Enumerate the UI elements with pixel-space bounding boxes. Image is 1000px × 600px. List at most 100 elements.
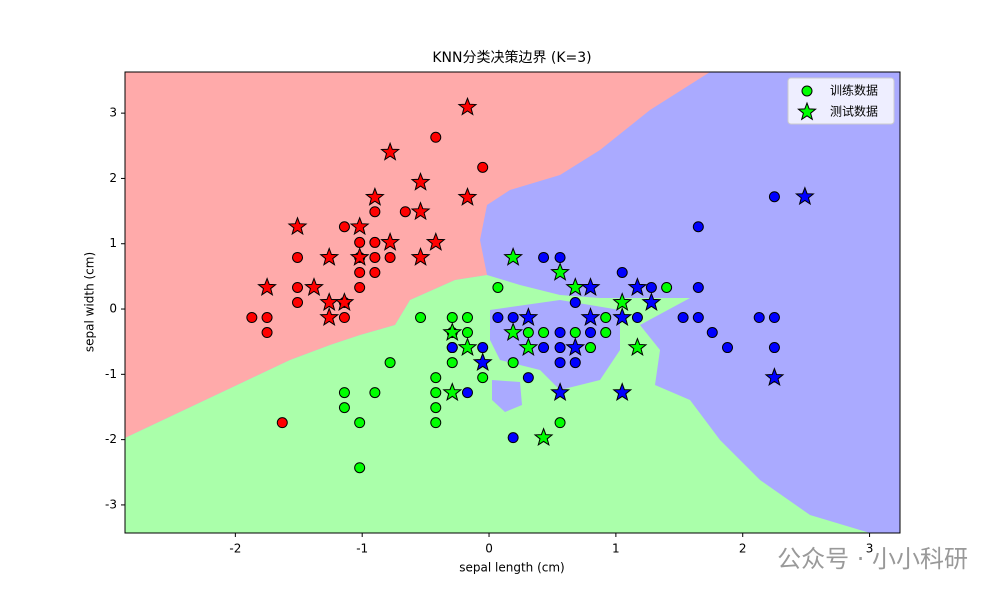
- circle-point: [430, 131, 442, 143]
- star-point: [518, 307, 539, 326]
- circle-point: [569, 357, 581, 369]
- circle-point: [768, 342, 780, 354]
- circle-point: [616, 266, 628, 278]
- circle-point: [600, 312, 612, 324]
- chart-title: KNN分类决策边界 (K=3): [432, 49, 591, 66]
- x-tick-label: 2: [739, 542, 747, 556]
- star-point: [580, 277, 601, 296]
- legend-marker: [797, 101, 817, 121]
- circle-point: [554, 327, 566, 339]
- circle-point: [338, 312, 350, 324]
- circle-point: [369, 251, 381, 263]
- circle-point: [522, 372, 534, 384]
- circle-point: [369, 387, 381, 399]
- circle-point: [554, 342, 566, 354]
- x-tick-label: 0: [485, 542, 493, 556]
- circle-point: [338, 387, 350, 399]
- legend-label: 训练数据: [830, 83, 878, 98]
- x-tick-label: 1: [612, 542, 620, 556]
- star-point: [334, 292, 355, 311]
- circle-point: [369, 266, 381, 278]
- circle-point: [554, 417, 566, 429]
- y-axis-label: sepal width (cm): [83, 252, 97, 352]
- region-blue-patch: [492, 380, 522, 412]
- watermark: 公众号 · 小小科研: [777, 545, 968, 573]
- star-point: [627, 337, 648, 356]
- circle-point: [477, 161, 489, 173]
- y-tick-label: -3: [105, 497, 117, 511]
- circle-point: [338, 221, 350, 233]
- circle-point: [507, 432, 519, 444]
- star-point: [442, 322, 463, 341]
- star-point: [457, 96, 478, 116]
- circle-point: [446, 342, 458, 354]
- circle-point: [446, 312, 458, 324]
- circle-point: [706, 327, 718, 339]
- x-axis-label: sepal length (cm): [459, 561, 564, 575]
- star-point: [503, 246, 524, 266]
- y-tick-label: 3: [109, 106, 117, 120]
- legend-box: [787, 77, 895, 125]
- circle-point: [538, 342, 550, 354]
- circle-point: [721, 342, 733, 354]
- x-tick-label: -2: [229, 542, 241, 556]
- star-point: [457, 337, 478, 356]
- star-point: [565, 337, 586, 356]
- circle-point: [354, 236, 366, 248]
- circle-point: [369, 206, 381, 218]
- star-point: [410, 171, 431, 191]
- star-point: [304, 277, 324, 296]
- circle-point: [585, 327, 597, 339]
- star-point: [349, 216, 370, 236]
- plot-frame: [124, 71, 901, 534]
- star-point: [349, 246, 370, 266]
- star-point: [550, 382, 570, 402]
- circle-point: [631, 312, 643, 324]
- circle-point: [692, 221, 704, 233]
- star-point: [503, 322, 524, 341]
- circle-point: [538, 327, 550, 339]
- circle-point: [522, 327, 534, 339]
- circle-point: [538, 251, 550, 263]
- circle-point: [430, 372, 442, 384]
- decision-regions: [125, 72, 900, 533]
- star-point: [550, 262, 570, 281]
- circle-point: [492, 312, 504, 324]
- circle-point: [692, 281, 704, 293]
- circle-point: [569, 297, 581, 308]
- circle-point: [645, 281, 657, 293]
- circle-point: [261, 312, 273, 324]
- circle-point: [292, 297, 304, 308]
- circle-point: [384, 251, 396, 263]
- circle-point: [246, 312, 258, 324]
- circle-point: [461, 387, 473, 399]
- circle-point: [430, 417, 442, 429]
- circle-point: [492, 281, 504, 293]
- circle-point: [338, 402, 350, 414]
- star-point: [457, 186, 478, 206]
- circle-point: [692, 312, 704, 324]
- circle-point: [477, 342, 489, 354]
- circle-point: [569, 327, 581, 339]
- star-point: [580, 307, 601, 326]
- star-point: [257, 277, 277, 296]
- circle-point: [461, 312, 473, 324]
- circle-point: [585, 342, 597, 354]
- circle-point: [507, 357, 519, 369]
- circle-point: [477, 372, 489, 384]
- circle-point: [768, 312, 780, 324]
- circle-point: [600, 327, 612, 339]
- star-point: [287, 216, 308, 236]
- legend-label: 测试数据: [830, 104, 878, 119]
- legend-marker: [801, 85, 813, 97]
- star-point: [410, 246, 431, 266]
- circle-point: [292, 251, 304, 263]
- star-point: [380, 231, 401, 251]
- circle-point: [677, 312, 689, 324]
- star-point: [533, 427, 554, 447]
- circle-point: [415, 312, 427, 324]
- star-point: [425, 231, 446, 251]
- circle-point: [461, 327, 473, 339]
- star-point: [612, 307, 633, 326]
